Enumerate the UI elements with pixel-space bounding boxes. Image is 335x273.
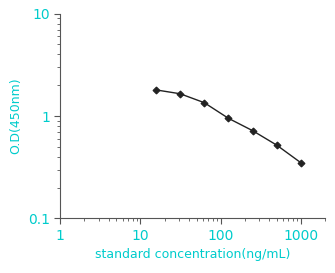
X-axis label: standard concentration(ng/mL): standard concentration(ng/mL) <box>95 248 290 261</box>
Y-axis label: O.D(450nm): O.D(450nm) <box>9 78 22 154</box>
